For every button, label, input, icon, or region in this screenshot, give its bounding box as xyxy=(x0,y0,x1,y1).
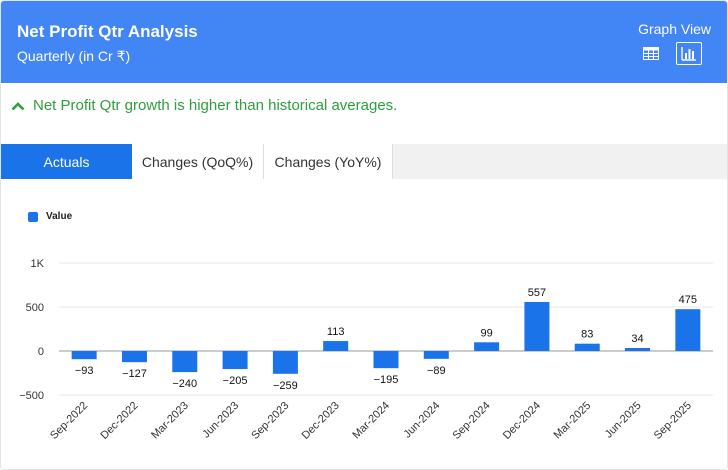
chart-legend[interactable]: Value xyxy=(28,211,72,222)
net-profit-bar-chart: 1K 500 0 −500 −93 −127 −240 −205 −259 113 −195 −89… xyxy=(19,258,713,442)
bar[interactable] xyxy=(323,341,349,351)
bar[interactable] xyxy=(172,351,198,373)
data-label: 113 xyxy=(327,326,345,338)
x-tick-label: Dec-2024 xyxy=(501,400,543,442)
bar-chart-icon xyxy=(681,47,696,61)
data-label: −205 xyxy=(223,375,248,387)
data-label: −259 xyxy=(273,380,298,392)
tab-changes-yoy[interactable]: Changes (YoY%) xyxy=(264,144,393,179)
x-tick-label: Sep-2024 xyxy=(451,400,493,442)
tab-bar-filler xyxy=(393,144,727,179)
data-label: −93 xyxy=(75,365,94,377)
insight-message: Net Profit Qtr growth is higher than his… xyxy=(11,97,397,114)
bar[interactable] xyxy=(272,351,298,374)
data-label: 34 xyxy=(631,333,643,345)
x-tick-label: Sep-2025 xyxy=(652,400,694,442)
y-tick-label: −500 xyxy=(19,390,44,402)
x-tick-label: Jun-2023 xyxy=(200,400,241,441)
chevron-up-icon xyxy=(11,101,25,110)
bar[interactable] xyxy=(121,351,147,363)
data-label: −89 xyxy=(427,365,446,377)
graph-view-button[interactable] xyxy=(676,42,702,65)
x-tick-label: Dec-2022 xyxy=(98,400,140,442)
data-label: 83 xyxy=(581,329,593,341)
x-tick-label: Jun-2024 xyxy=(402,400,443,441)
data-label: −195 xyxy=(374,374,399,386)
bar[interactable] xyxy=(373,351,399,369)
x-tick-label: Sep-2022 xyxy=(48,400,90,442)
x-tick-label: Dec-2023 xyxy=(300,400,342,442)
x-tick-label: Mar-2023 xyxy=(149,400,191,442)
bar[interactable] xyxy=(71,351,97,360)
x-tick-label: Jun-2025 xyxy=(603,400,644,441)
bar[interactable] xyxy=(474,342,500,351)
bar[interactable] xyxy=(423,351,449,359)
table-view-button[interactable] xyxy=(638,42,664,65)
x-tick-label: Sep-2023 xyxy=(249,400,291,442)
table-icon xyxy=(643,47,659,60)
view-mode-label: Graph View xyxy=(638,21,711,37)
data-label: 99 xyxy=(480,327,492,339)
tab-changes-qoq[interactable]: Changes (QoQ%) xyxy=(132,144,264,179)
bar[interactable] xyxy=(524,301,550,351)
tab-bar: Actuals Changes (QoQ%) Changes (YoY%) xyxy=(1,144,727,179)
x-tick-label: Mar-2025 xyxy=(552,400,594,442)
y-tick-label: 0 xyxy=(38,346,44,358)
tab-actuals[interactable]: Actuals xyxy=(1,144,132,179)
bar[interactable] xyxy=(625,348,651,351)
legend-swatch xyxy=(28,211,38,222)
x-tick-label: Mar-2024 xyxy=(350,400,392,442)
data-label: −240 xyxy=(172,378,197,390)
bar[interactable] xyxy=(222,351,248,370)
card-title: Net Profit Qtr Analysis xyxy=(17,22,198,41)
data-label: 475 xyxy=(679,294,697,306)
insight-text: Net Profit Qtr growth is higher than his… xyxy=(33,97,398,114)
bar[interactable] xyxy=(675,309,701,351)
legend-label: Value xyxy=(46,211,73,222)
card-header: Net Profit Qtr Analysis Quarterly (in Cr… xyxy=(1,1,727,83)
data-label: 557 xyxy=(528,287,546,299)
bar[interactable] xyxy=(574,343,600,351)
y-tick-label: 500 xyxy=(26,302,44,314)
y-tick-label: 1K xyxy=(31,258,45,270)
data-label: −127 xyxy=(122,368,147,380)
card-subtitle: Quarterly (in Cr ₹) xyxy=(17,48,131,64)
